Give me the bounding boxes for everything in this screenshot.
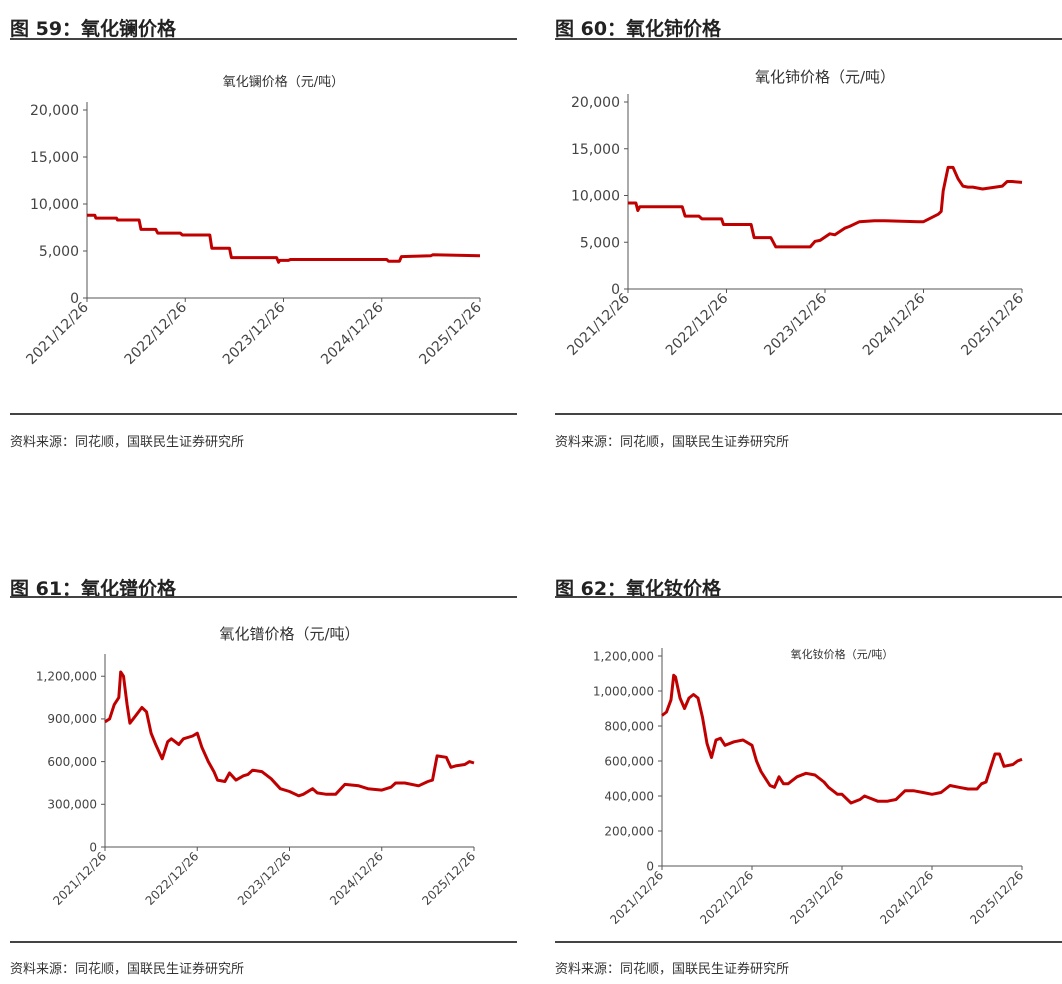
y-tick-label: 5,000 — [580, 235, 620, 251]
chart-svg: 氧化钕价格（元/吨） 0 200,000 400,000 600,000 800,000 1… — [593, 647, 1026, 927]
figure-panel-61: 图 61：氧化镨价格 氧化镨价格（元/吨） 0 300,000 600,000 900,… — [10, 566, 517, 984]
y-tick-label: 300,000 — [47, 798, 97, 812]
x-tick-label: 2021/12/26 — [50, 849, 109, 908]
price-series-line — [628, 165, 1023, 249]
x-tick-label: 2023/12/26 — [235, 849, 294, 908]
x-tick-label: 2025/12/26 — [419, 849, 478, 908]
y-tick-label: 900,000 — [47, 712, 97, 726]
chart-title: 氧化铈价格（元/吨） — [755, 68, 895, 86]
bottom-rule — [555, 941, 1062, 943]
figure-panel-60: 图 60：氧化铈价格 氧化铈价格（元/吨） 0 5,000 10,000 15,000 2… — [555, 0, 1062, 460]
figure-title: 图 61：氧化镨价格 — [10, 578, 177, 600]
price-series-line — [104, 670, 475, 798]
top-rule — [555, 596, 1062, 598]
source-note: 资料来源：同花顺，国联民生证券研究所 — [555, 962, 790, 977]
chart-svg: 氧化镨价格（元/吨） 0 300,000 600,000 900,000 1,200,00… — [36, 625, 478, 908]
y-tick-label: 15,000 — [30, 150, 79, 166]
chart-svg: 氧化镧价格（元/吨） 0 5,000 10,000 15,000 20,000 2021/1… — [23, 74, 484, 368]
y-tick-label: 0 — [611, 282, 620, 298]
top-rule — [10, 596, 517, 598]
x-tick-label: 2024/12/26 — [318, 299, 386, 367]
x-tick-label: 2023/12/26 — [761, 290, 829, 358]
y-tick-label: 1,000,000 — [593, 684, 654, 698]
chart-title: 氧化镨价格（元/吨） — [219, 625, 359, 643]
y-tick-label: 10,000 — [571, 189, 620, 205]
y-tick-label: 0 — [646, 859, 654, 873]
y-tick-label: 20,000 — [571, 95, 620, 111]
x-tick-label: 2025/12/26 — [958, 290, 1026, 358]
source-note: 资料来源：同花顺，国联民生证券研究所 — [10, 962, 245, 977]
y-tick-label: 600,000 — [604, 754, 654, 768]
x-tick-label: 2022/12/26 — [143, 849, 202, 908]
y-tick-label: 400,000 — [604, 789, 654, 803]
figure-title: 图 60：氧化铈价格 — [555, 18, 722, 40]
x-tick-label: 2022/12/26 — [663, 290, 731, 358]
x-tick-label: 2021/12/26 — [23, 299, 91, 367]
y-tick-label: 10,000 — [30, 197, 79, 213]
y-tick-label: 1,200,000 — [36, 670, 97, 684]
source-note: 资料来源：同花顺，国联民生证券研究所 — [10, 435, 245, 450]
x-tick-label: 2023/12/26 — [787, 868, 846, 927]
chart-title: 氧化钕价格（元/吨） — [791, 647, 894, 661]
x-tick-label: 2025/12/26 — [967, 868, 1026, 927]
y-tick-label: 800,000 — [604, 719, 654, 733]
y-tick-label: 15,000 — [571, 142, 620, 158]
chart-title: 氧化镧价格（元/吨） — [223, 74, 344, 90]
price-series-line — [87, 213, 481, 264]
x-tick-label: 2024/12/26 — [860, 290, 928, 358]
y-tick-label: 20,000 — [30, 103, 79, 119]
price-series-line — [661, 673, 1023, 805]
y-tick-label: 1,200,000 — [593, 649, 654, 663]
x-tick-label: 2023/12/26 — [220, 299, 288, 367]
figure-panel-62: 图 62：氧化钕价格 氧化钕价格（元/吨） 0 200,000 400,000 600,… — [555, 566, 1062, 984]
bottom-rule — [10, 413, 517, 415]
x-tick-label: 2022/12/26 — [122, 299, 190, 367]
x-tick-label: 2022/12/26 — [697, 868, 756, 927]
y-tick-label: 200,000 — [604, 824, 654, 838]
y-tick-label: 5,000 — [39, 244, 79, 260]
y-tick-label: 600,000 — [47, 755, 97, 769]
chart-svg: 氧化铈价格（元/吨） 0 5,000 10,000 15,000 20,000 2021/1… — [564, 68, 1026, 359]
x-tick-label: 2024/12/26 — [877, 868, 936, 927]
y-tick-label: 0 — [70, 291, 79, 307]
x-tick-label: 2025/12/26 — [416, 299, 484, 367]
y-tick-label: 0 — [89, 840, 97, 854]
bottom-rule — [555, 413, 1062, 415]
source-note: 资料来源：同花顺，国联民生证券研究所 — [555, 435, 790, 450]
figure-panel-59: 图 59：氧化镧价格 氧化镧价格（元/吨） 0 5,000 10,000 15,000 2… — [10, 0, 517, 460]
x-tick-label: 2024/12/26 — [327, 849, 386, 908]
figure-title: 图 62：氧化钕价格 — [555, 578, 722, 600]
bottom-rule — [10, 941, 517, 943]
x-tick-label: 2021/12/26 — [564, 290, 632, 358]
x-tick-label: 2021/12/26 — [607, 868, 666, 927]
figure-title: 图 59：氧化镧价格 — [10, 18, 177, 40]
top-rule — [555, 38, 1062, 40]
top-rule — [10, 38, 517, 40]
